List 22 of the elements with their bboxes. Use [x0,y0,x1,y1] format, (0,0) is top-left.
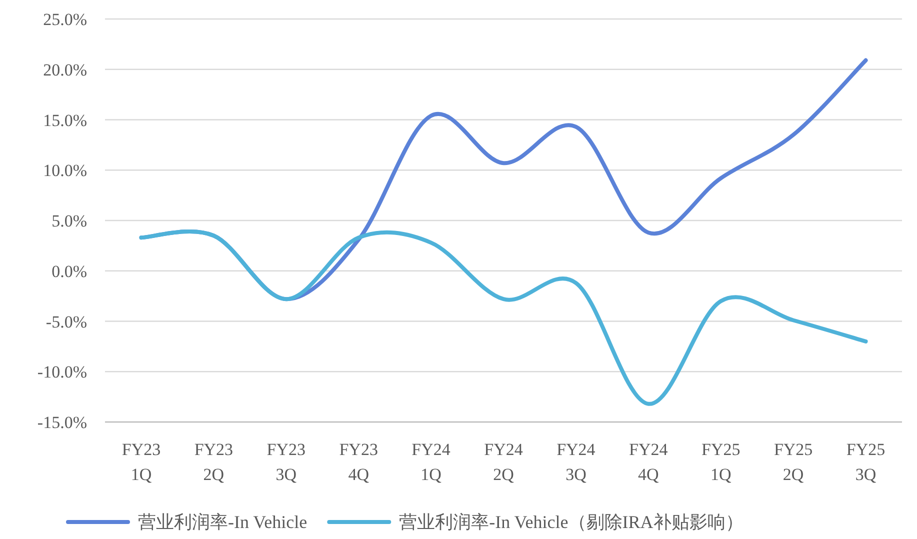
x-tick-label: FY25 3Q [846,440,886,484]
x-tick-label: FY25 2Q [774,440,813,484]
y-tick-label: -10.0% [37,362,87,382]
x-tick-label: FY23 2Q [194,440,234,484]
y-tick-label: 15.0% [43,110,87,130]
y-tick-label: 10.0% [43,161,87,180]
x-tick-label: FY23 4Q [339,440,378,484]
x-tick-label: FY24 2Q [484,440,524,484]
legend-label: 营业利润率-In Vehicle（剔除IRA补贴影响） [399,512,744,532]
x-tick-label: FY24 1Q [412,440,451,484]
x-tick-label: FY25 1Q [701,440,740,484]
y-tick-label: 20.0% [43,60,87,80]
y-tick-label: 5.0% [52,212,87,230]
x-tick-label: FY24 3Q [556,440,596,484]
x-tick-label: FY24 4Q [629,440,668,484]
y-tick-label: 0.0% [52,262,87,281]
x-tick-label: FY23 3Q [266,440,306,484]
y-tick-label: 25.0% [43,10,87,29]
y-tick-label: -5.0% [46,312,87,332]
x-tick-label: FY23 1Q [122,440,161,484]
y-tick-label: -15.0% [37,413,87,432]
legend-label: 营业利润率-In Vehicle [138,512,308,532]
